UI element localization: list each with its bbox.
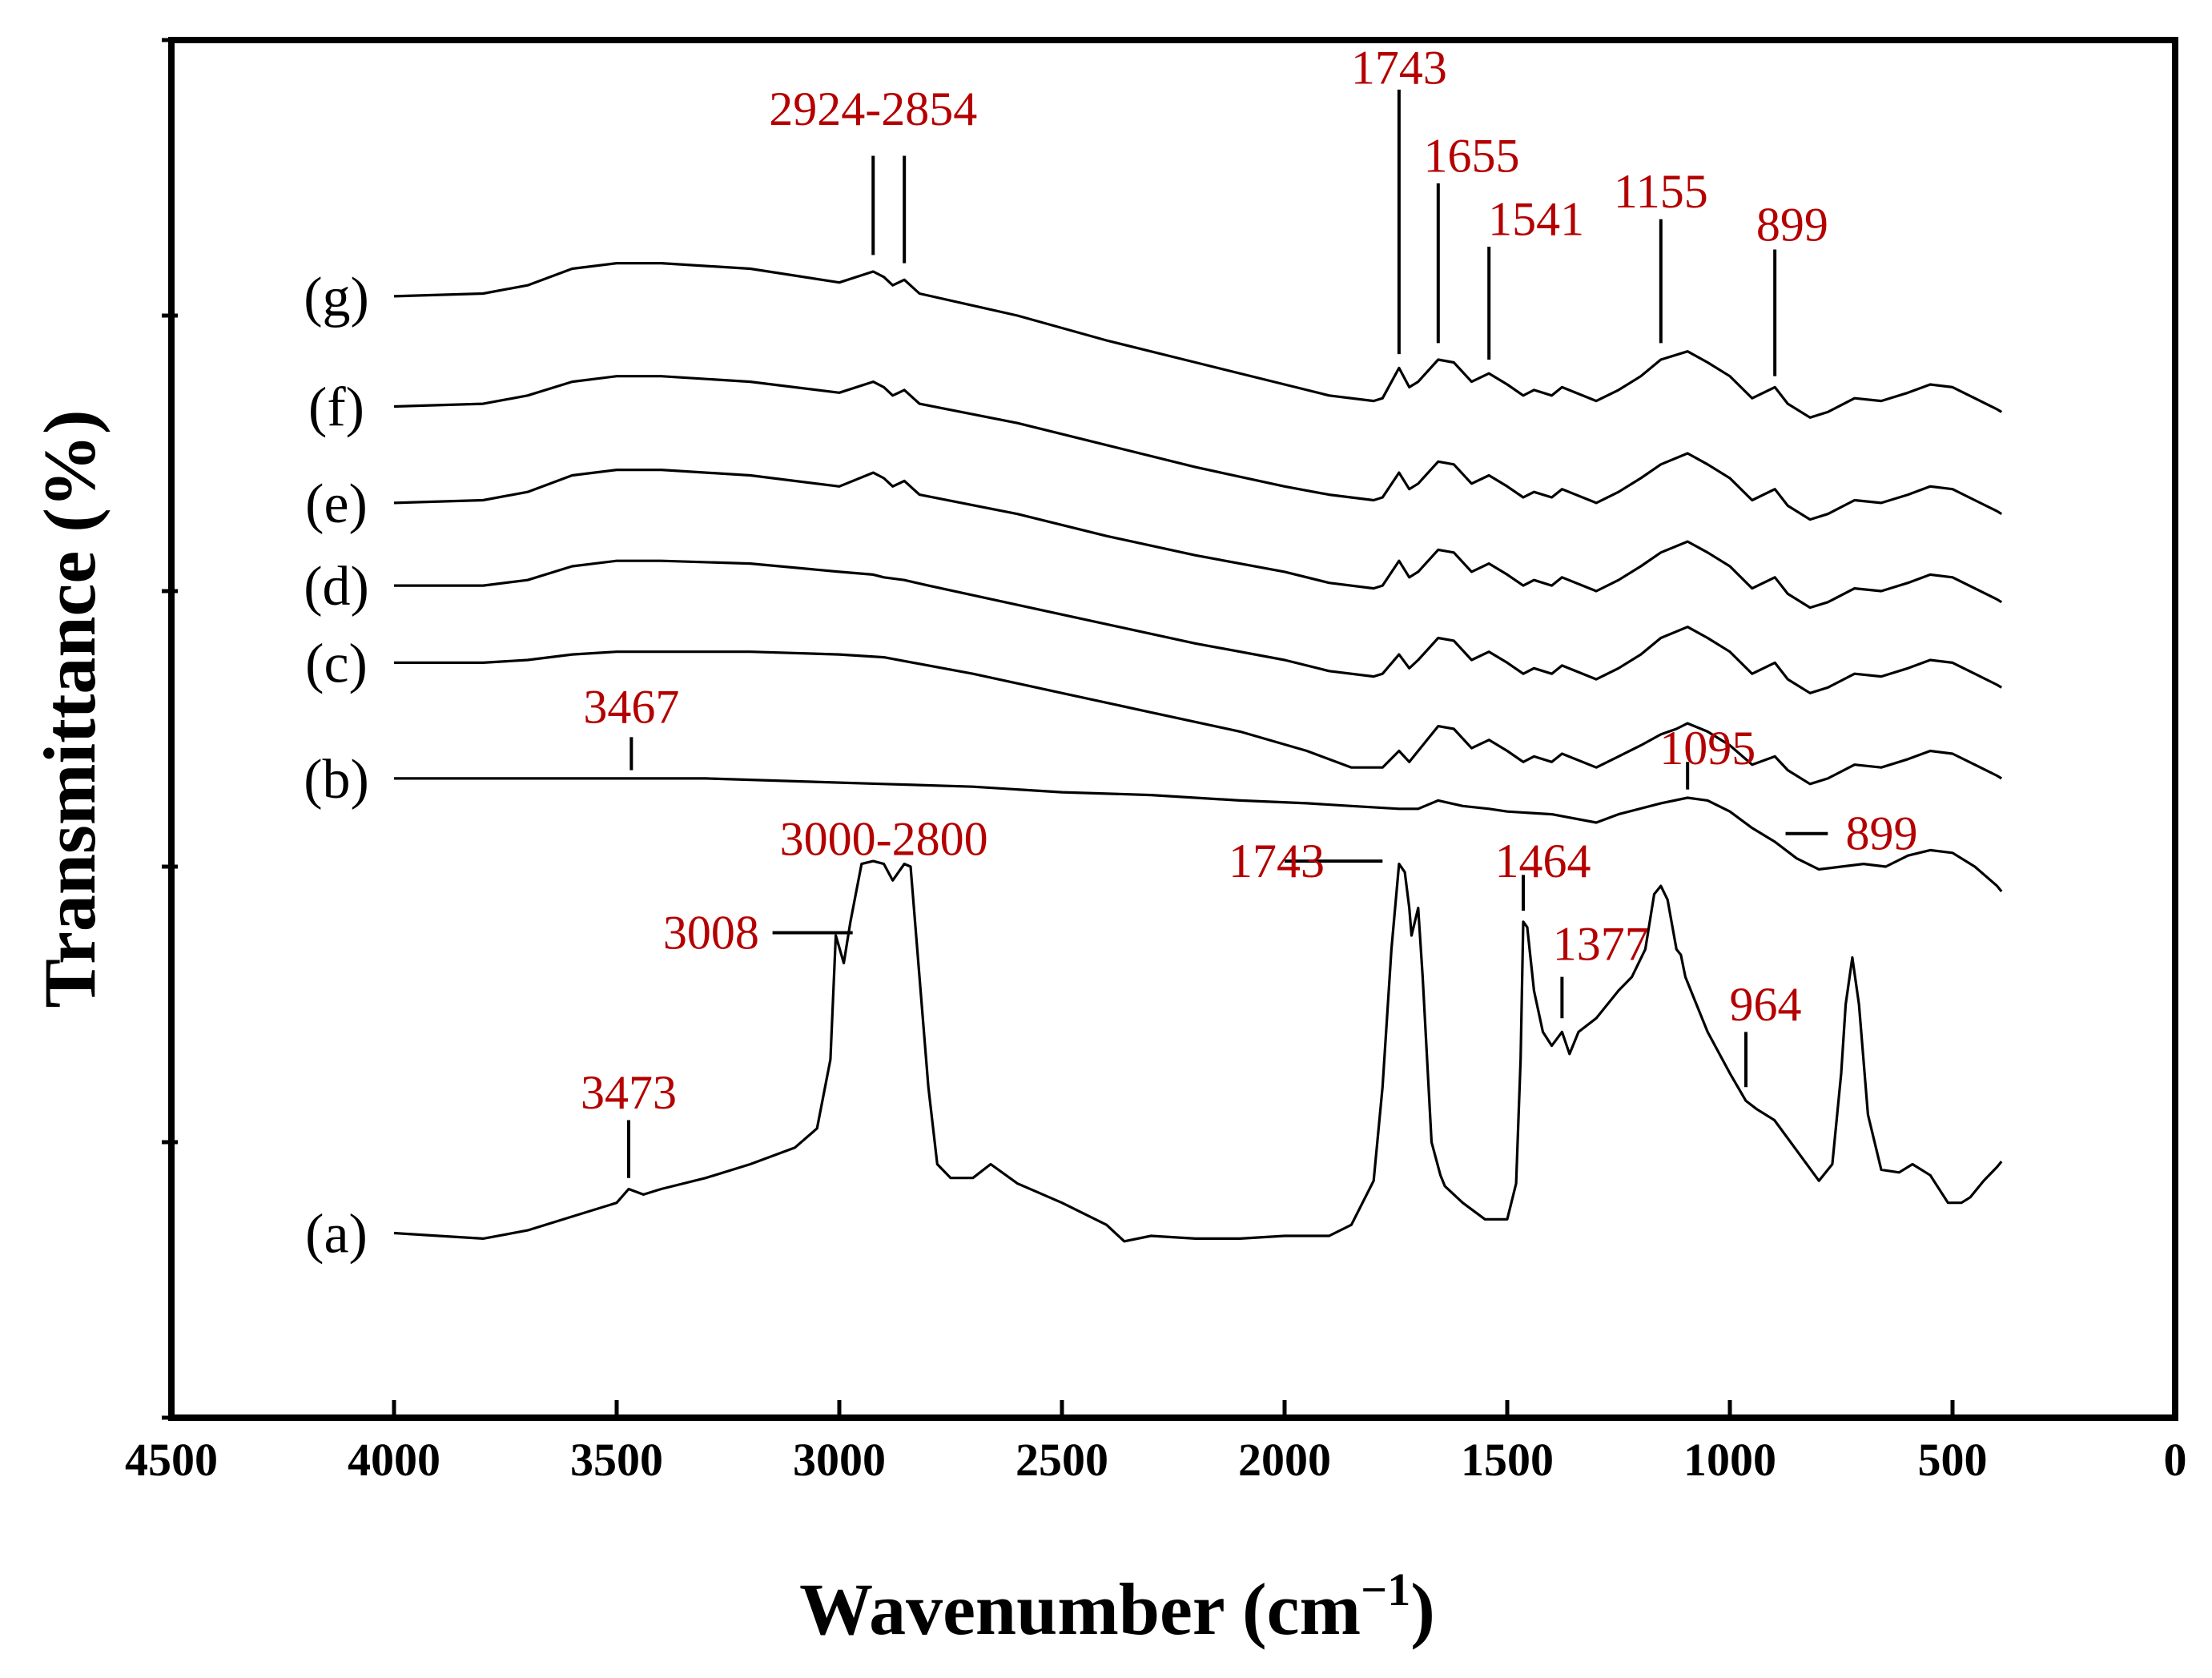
peak-annotation: 1377 [1553, 917, 1649, 970]
spectrum-line-c [394, 650, 2003, 786]
x-tick-label: 4500 [125, 1434, 218, 1486]
x-tick-label: 500 [1918, 1434, 1988, 1486]
spectrum-line-b [394, 777, 2003, 893]
x-tick-label: 3500 [570, 1434, 663, 1486]
series-label-f: (f) [308, 377, 364, 439]
series-label-g: (g) [304, 267, 369, 328]
spectra-group [393, 262, 2003, 1243]
peak-annotation: 3008 [663, 907, 759, 960]
peak-annotation: 3000-2800 [780, 813, 988, 866]
series-label-c: (c) [305, 633, 368, 694]
peak-annotation: 1743 [1229, 835, 1325, 887]
x-tick-label: 3000 [793, 1434, 886, 1486]
spectrum-line-d [394, 559, 2003, 694]
spectrum-line-a [393, 859, 2003, 1243]
series-label-d: (d) [304, 556, 369, 618]
peak-annotation: 899 [1846, 807, 1918, 860]
spectrum-line-g [393, 262, 2003, 419]
y-axis-title: Transmittance (%) [29, 410, 111, 1008]
annotations-group: 2924-2854 1743 1655 1541 1155 899 3467 1095 899 3… [581, 41, 1918, 1178]
series-label-b: (b) [304, 749, 369, 811]
spectrum-line-e [393, 469, 2003, 610]
x-tick-label: 1000 [1683, 1434, 1776, 1486]
x-axis-ticks: 4500 4000 3500 3000 2500 2000 1500 1000 500 0 [125, 1400, 2187, 1486]
x-tick-label: 2500 [1016, 1434, 1108, 1486]
peak-annotation: 1095 [1659, 722, 1756, 775]
x-tick-label: 0 [2164, 1434, 2187, 1486]
plot-frame [168, 37, 2178, 1421]
spectrum-line-f [393, 375, 2003, 521]
series-label-e: (e) [305, 473, 368, 535]
peak-annotation: 2924-2854 [769, 82, 977, 135]
x-tick-label: 1500 [1461, 1434, 1554, 1486]
peak-annotation: 964 [1729, 978, 1801, 1031]
peak-annotation: 1743 [1351, 41, 1447, 94]
peak-annotation: 3467 [583, 680, 679, 733]
peak-annotation: 1464 [1494, 835, 1591, 887]
x-tick-label: 4000 [348, 1434, 440, 1486]
series-labels-group: (a) (b) (c) (d) (e) (f) (g) [304, 267, 369, 1266]
peak-annotation: 899 [1756, 198, 1828, 251]
peak-annotation: 3473 [581, 1066, 677, 1119]
x-tick-label: 2000 [1238, 1434, 1331, 1486]
x-axis-title: Wavenumber (cm−1) [799, 1563, 1435, 1650]
series-label-a: (a) [305, 1204, 368, 1266]
peak-annotation: 1155 [1614, 165, 1708, 218]
y-axis-ticks [162, 38, 178, 1420]
peak-annotation: 1541 [1488, 193, 1584, 246]
peak-annotation: 1655 [1424, 129, 1520, 182]
